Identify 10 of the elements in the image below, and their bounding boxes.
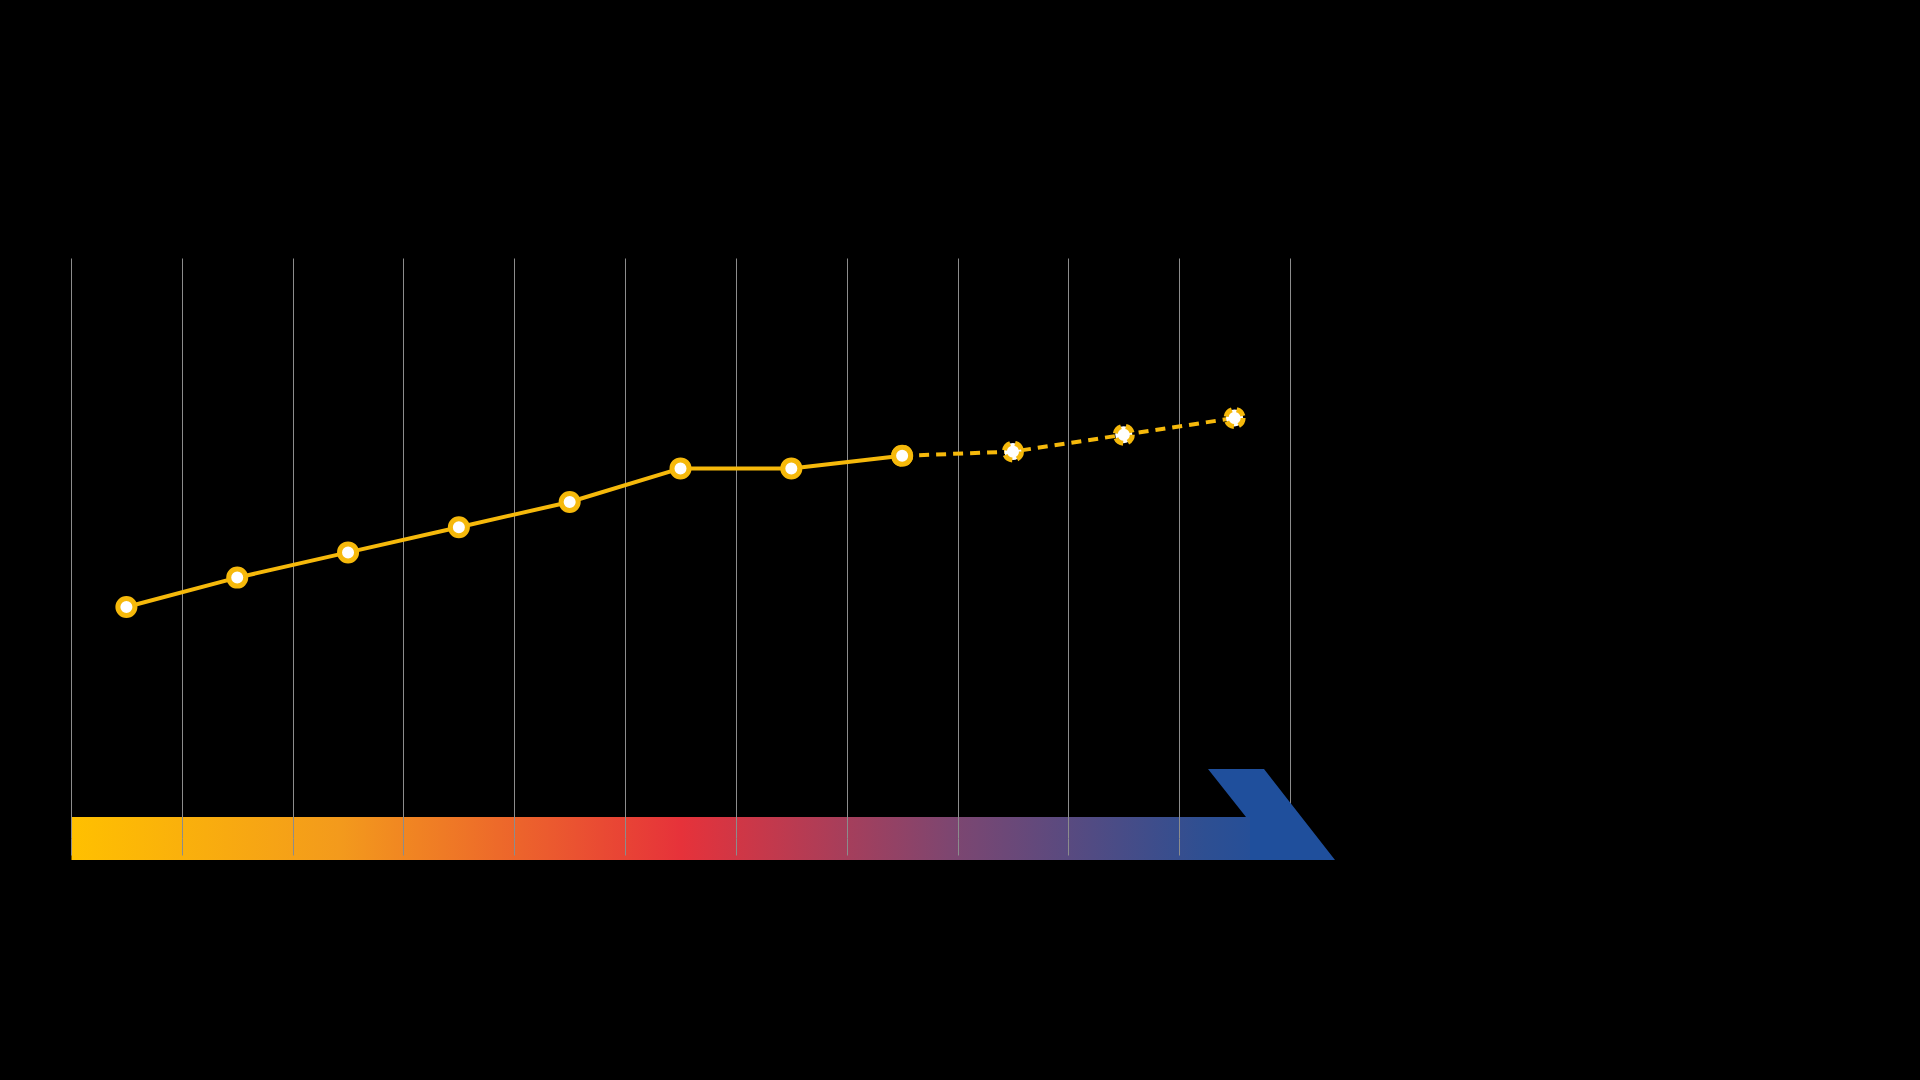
point — [337, 541, 360, 564]
point — [1001, 440, 1024, 463]
point — [447, 516, 470, 539]
point — [226, 566, 249, 589]
point — [558, 491, 581, 513]
point — [1223, 407, 1246, 429]
point — [780, 457, 803, 480]
point — [115, 596, 138, 618]
point — [669, 457, 692, 480]
point — [1112, 423, 1135, 446]
